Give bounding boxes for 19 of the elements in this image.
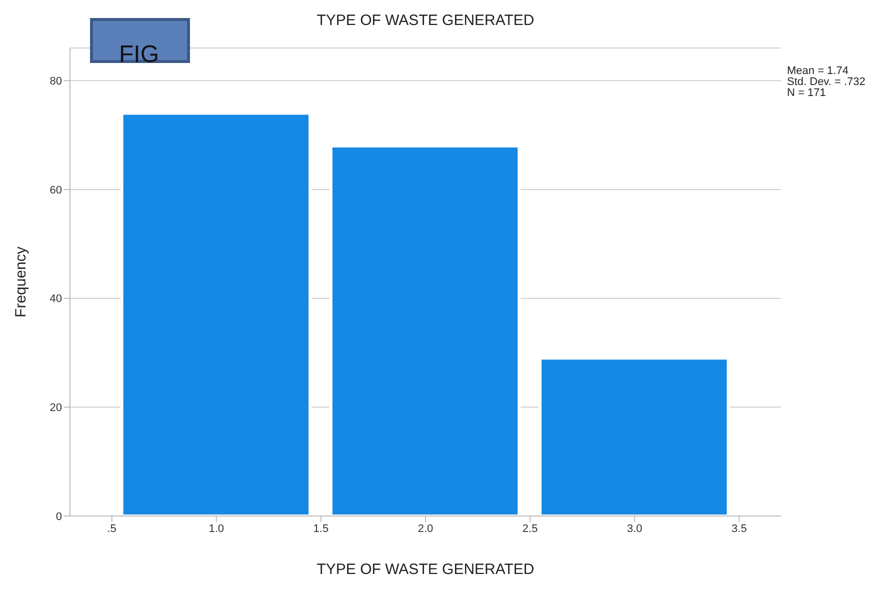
y-tick-label: 0 [56, 510, 62, 523]
y-tick-label: 80 [50, 76, 62, 88]
x-tick-label: 2.0 [418, 522, 434, 535]
x-tick-label: 3.5 [732, 522, 747, 535]
x-tick-label: .5 [107, 522, 116, 535]
x-axis-title: TYPE OF WASTE GENERATED [316, 561, 534, 578]
x-tick-label: 3.0 [626, 522, 642, 535]
y-tick-label: 40 [50, 293, 62, 306]
x-tick-label: 1.5 [313, 522, 329, 535]
y-axis-title: Frequency [12, 246, 30, 318]
label-box: FIG [90, 18, 190, 63]
chart-title: TYPE OF WASTE GENERATED [316, 12, 536, 29]
y-tick-label: 60 [50, 184, 62, 196]
x-tick-label: 1.0 [208, 522, 224, 535]
text: N = 171 [787, 87, 827, 99]
y-tick-label: 20 [50, 402, 62, 414]
text: Std. Dev. = .732 [787, 76, 866, 88]
x-tick-label: 2.5 [522, 522, 538, 535]
text: Mean = 1.74 [787, 65, 850, 77]
